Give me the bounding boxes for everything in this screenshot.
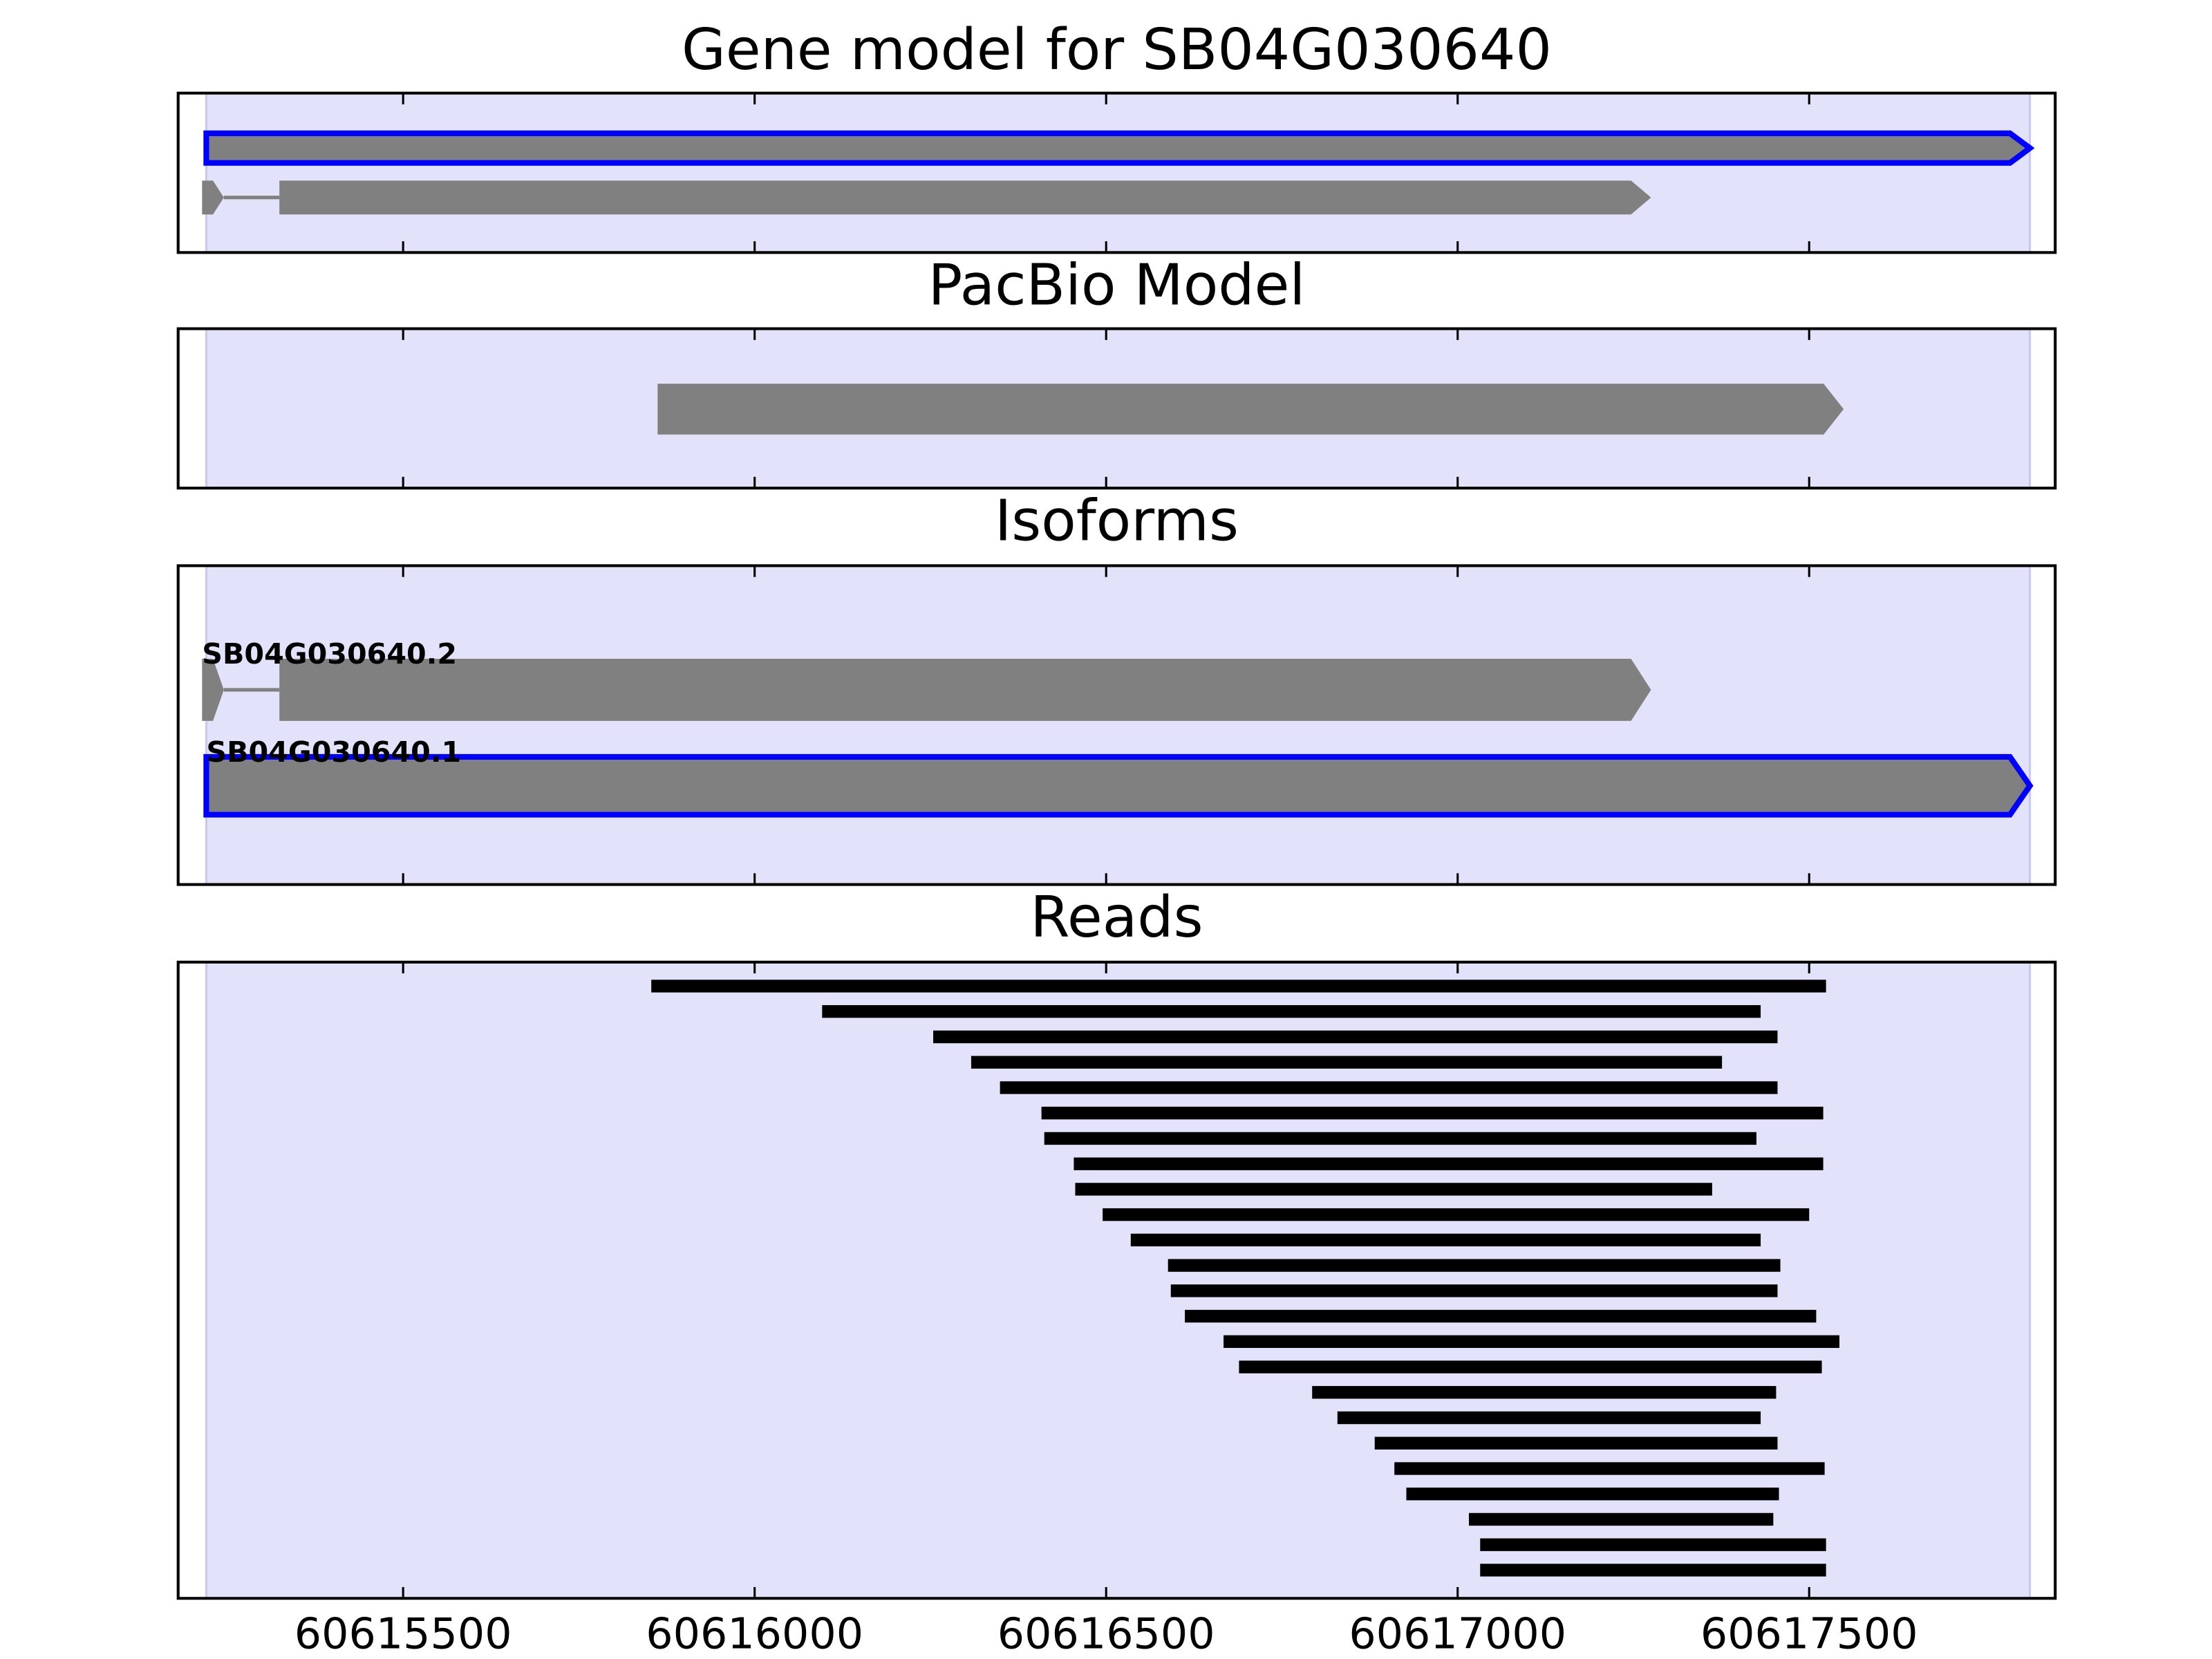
read [1468, 1512, 1774, 1526]
read [1041, 1107, 1824, 1120]
read [1480, 1564, 1826, 1577]
panel-title: Gene model for SB04G030640 [682, 17, 1552, 83]
read [1185, 1309, 1817, 1323]
exon [203, 130, 2035, 166]
highlight-region [205, 564, 2032, 886]
read [1312, 1386, 1777, 1399]
read [1130, 1233, 1761, 1247]
panel-frame [176, 960, 2057, 1600]
read [1394, 1462, 1825, 1475]
read [1239, 1360, 1822, 1374]
panel-title: Reads [1030, 885, 1203, 950]
read [1480, 1538, 1826, 1551]
x-tick-label: 60616000 [646, 1609, 863, 1659]
isoform-label: SB04G030640.2 [202, 637, 457, 671]
x-tick-label: 60615500 [294, 1609, 512, 1659]
panel-title: Isoforms [995, 489, 1239, 554]
read [1000, 1081, 1778, 1094]
panel-title: PacBio Model [928, 253, 1306, 319]
exon [657, 384, 1844, 435]
read [1170, 1284, 1778, 1297]
panel-frame [176, 327, 2057, 490]
exon [279, 180, 1651, 215]
panel-frame [176, 564, 2057, 886]
exon [203, 753, 2034, 818]
exon [279, 659, 1651, 721]
highlight-region [205, 92, 2032, 254]
exon [202, 180, 224, 215]
read [1406, 1488, 1779, 1501]
isoform-label: SB04G030640.1 [206, 735, 461, 769]
read [1374, 1436, 1778, 1450]
x-tick-label: 60617500 [1700, 1609, 1918, 1659]
read [1103, 1208, 1810, 1221]
x-tick-label: 60616500 [997, 1609, 1215, 1659]
read [1168, 1259, 1781, 1272]
read [651, 980, 1826, 993]
read [1337, 1411, 1761, 1425]
read [1074, 1157, 1824, 1170]
panel-frame [176, 91, 2057, 254]
x-tick-label: 60617000 [1349, 1609, 1566, 1659]
read [822, 1005, 1761, 1018]
read [1075, 1183, 1712, 1196]
read [1044, 1132, 1756, 1145]
read [971, 1056, 1723, 1069]
read [1224, 1335, 1839, 1348]
read [933, 1030, 1778, 1044]
